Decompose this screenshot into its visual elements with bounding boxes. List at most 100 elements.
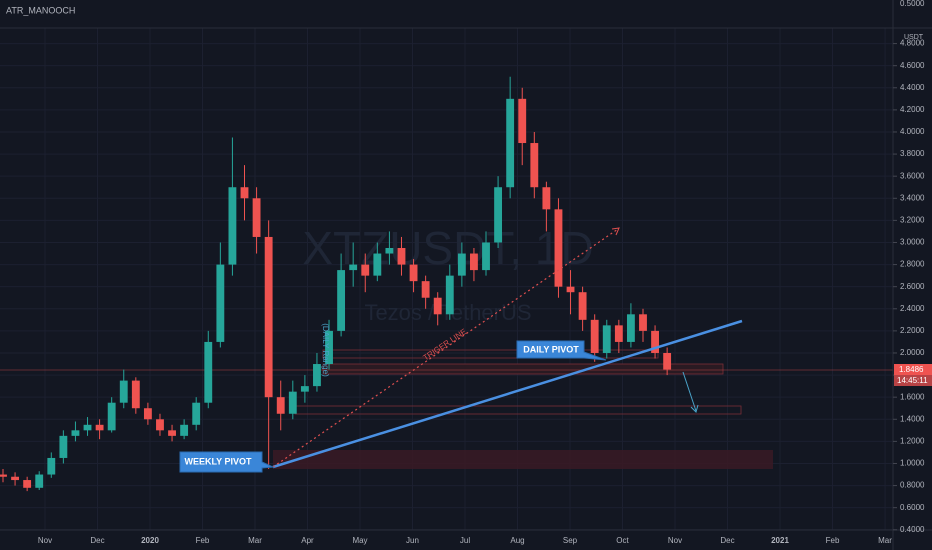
y-tick-label: 1.4000 <box>900 414 925 423</box>
arrow <box>682 371 697 412</box>
y-tick-label: 1.0000 <box>900 459 925 468</box>
callout-label: WEEKLY PIVOT <box>184 456 252 466</box>
y-tick-label: 0.8000 <box>900 481 925 490</box>
y-tick-label: 4.8000 <box>900 39 925 48</box>
candle-body <box>663 352 672 370</box>
candle-body <box>566 286 575 293</box>
candle-body <box>470 253 478 271</box>
candle-body <box>131 380 140 409</box>
candle-body <box>240 187 249 199</box>
candle-body <box>83 424 92 431</box>
arrow-head <box>690 404 699 413</box>
candle-body <box>143 408 152 420</box>
x-tick-label: Dec <box>90 536 104 545</box>
candle-body <box>506 98 515 188</box>
x-tick-label: 2020 <box>141 536 159 545</box>
candle-body <box>494 187 503 243</box>
x-tick-label: Nov <box>38 536 52 545</box>
y-tick-label: 2.0000 <box>900 348 925 357</box>
x-tick-label: Mar <box>878 536 892 545</box>
x-tick-label: Feb <box>826 536 840 545</box>
candle-body <box>180 424 189 436</box>
candle-body <box>409 264 418 282</box>
x-tick-label: May <box>352 536 367 545</box>
candle-body <box>397 248 406 265</box>
y-tick-label: 1.6000 <box>900 392 925 401</box>
candle-body <box>325 330 333 365</box>
candle-body <box>107 402 116 431</box>
zone <box>273 450 773 469</box>
x-tick-label: Apr <box>301 536 314 545</box>
candle-body <box>482 242 490 271</box>
zone <box>322 363 724 375</box>
candle-body <box>639 314 647 331</box>
candle-body <box>626 314 635 342</box>
y-tick-label: 4.0000 <box>900 127 925 136</box>
y-tick-label: 2.6000 <box>900 282 925 291</box>
candles <box>0 76 672 492</box>
y-tick-label: 2.2000 <box>900 326 925 335</box>
x-tick-label: Dec <box>720 536 734 545</box>
candle-body <box>590 319 599 353</box>
x-tick-label: Jul <box>460 536 470 545</box>
candle-body <box>252 198 261 237</box>
y-tick-label: 3.0000 <box>900 238 925 247</box>
candle-body <box>651 330 659 353</box>
candle-body <box>71 430 80 436</box>
candle-body <box>216 264 225 342</box>
candle-body <box>578 292 587 320</box>
x-tick-label: Mar <box>248 536 262 545</box>
y-tick-label: 0.6000 <box>900 503 925 512</box>
candle-body <box>445 275 454 315</box>
indicator-name: ATR_MANOOCH <box>6 5 75 15</box>
last-price-label: 1.8486 <box>899 365 924 374</box>
candle-body <box>554 209 563 287</box>
candle-body <box>518 98 527 144</box>
candle-body <box>602 325 611 353</box>
axis: 0.4000 0.6000 0.8000 1.0000 1.2000 1.4000 1.60… <box>38 39 925 545</box>
x-tick-label: 2021 <box>771 536 789 545</box>
y-tick-label: 4.4000 <box>900 83 925 92</box>
candle-body <box>337 270 346 331</box>
candle-body <box>349 264 358 271</box>
x-tick-label: Jun <box>406 536 419 545</box>
candle-body <box>168 430 176 436</box>
y-tick-label: 2.4000 <box>900 304 925 313</box>
y-tick-label: 3.4000 <box>900 193 925 202</box>
candle-body <box>95 424 104 431</box>
y-tick-label: 1.2000 <box>900 436 925 445</box>
candle-body <box>530 143 539 188</box>
candle-body <box>35 474 44 488</box>
callout <box>516 340 607 361</box>
y-tick-label: 0.4000 <box>900 525 925 534</box>
candle-body <box>276 397 285 414</box>
candle-body <box>542 187 551 210</box>
candle-body <box>361 264 370 276</box>
x-tick-label: Nov <box>668 536 682 545</box>
candle-body <box>300 386 309 392</box>
trigger-arrow <box>611 227 620 236</box>
currency: USDT <box>904 34 924 41</box>
candle-body <box>457 253 466 276</box>
callout <box>179 451 275 473</box>
timer: 14:45:11 <box>897 376 928 385</box>
candle-body <box>421 281 430 298</box>
last-price-box <box>894 364 932 375</box>
y-tick-label: 4.6000 <box>900 61 925 70</box>
watermark-title: XTZUSDT, 1D <box>302 222 593 274</box>
candle-body <box>11 476 19 481</box>
candle-body <box>119 380 128 403</box>
callout-label: DAILY PIVOT <box>523 344 579 354</box>
candle-body <box>0 474 7 477</box>
candle-body <box>313 364 321 387</box>
candle-body <box>228 187 237 265</box>
candle-body <box>288 391 297 414</box>
candle-body <box>204 341 213 403</box>
candle-body <box>59 435 68 458</box>
candle-body <box>614 325 623 342</box>
x-tick-label: Feb <box>196 536 210 545</box>
candle-body <box>433 297 442 315</box>
y-tick-label: 3.6000 <box>900 171 925 180</box>
candle-body <box>385 248 394 254</box>
